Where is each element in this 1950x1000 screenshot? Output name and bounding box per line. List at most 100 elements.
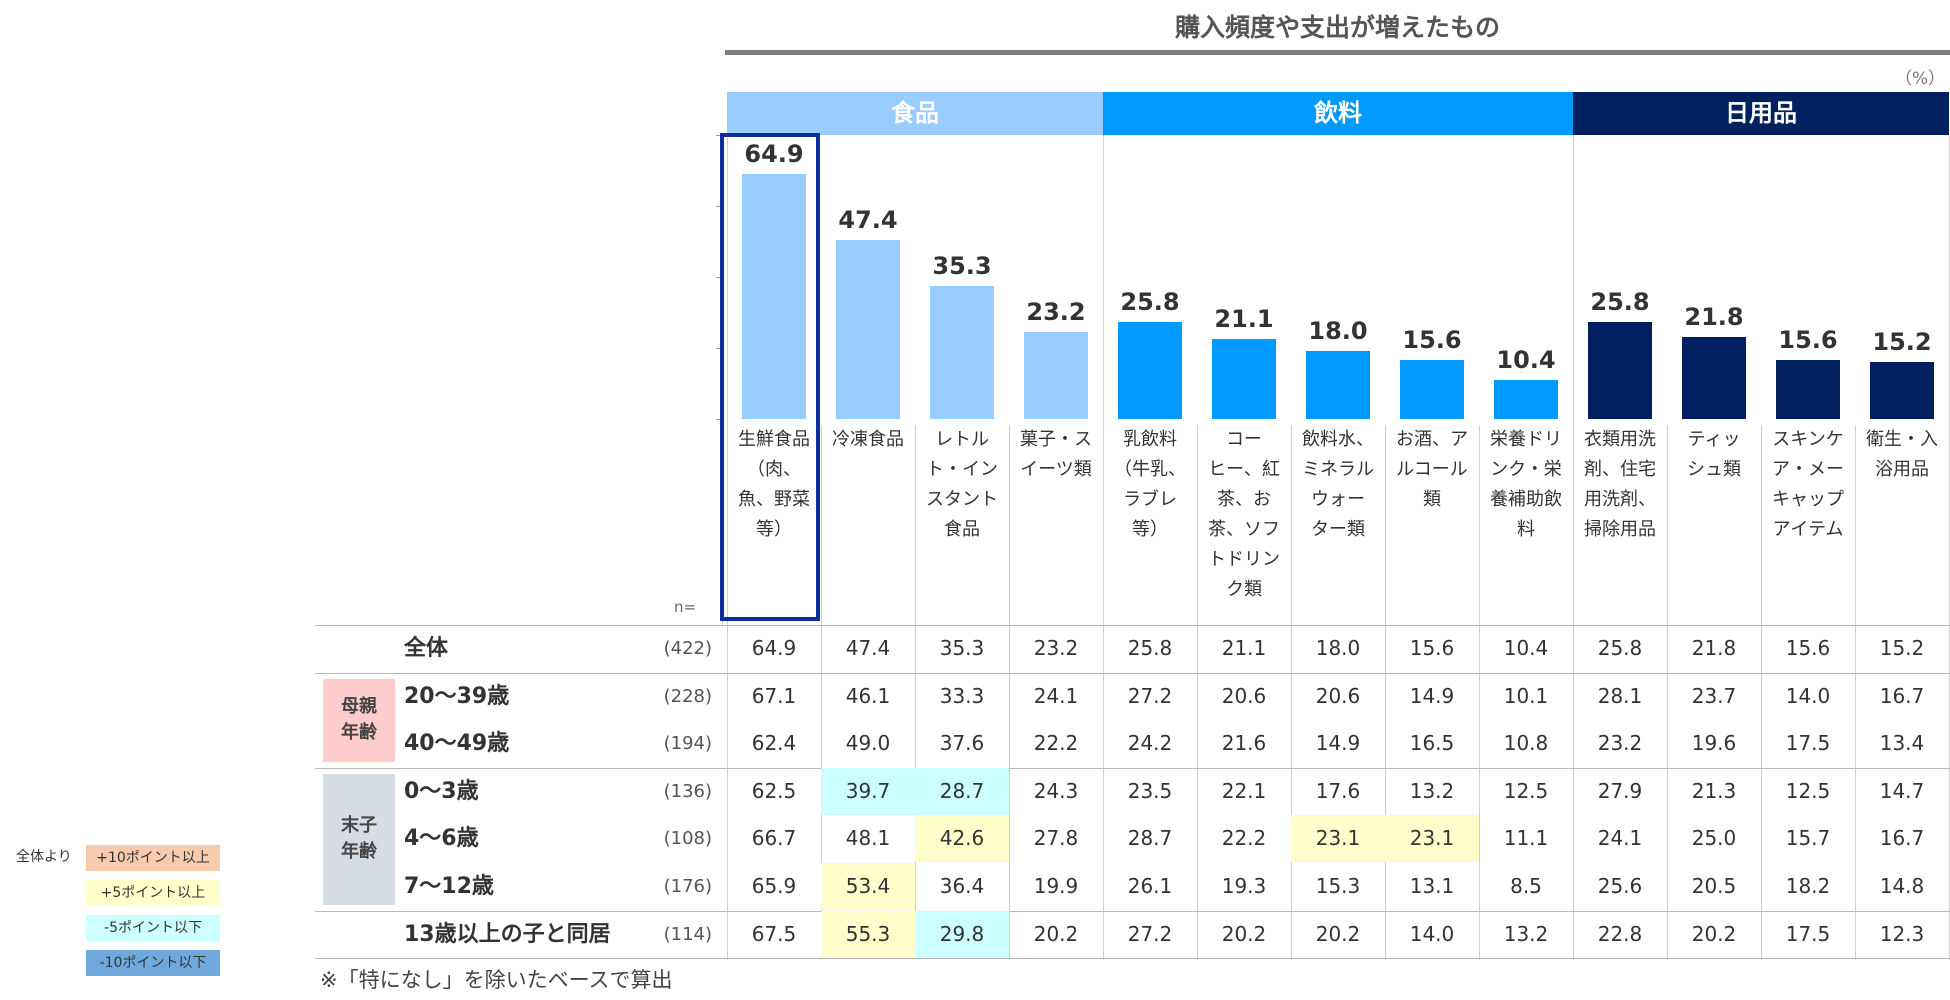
table-cell: 16.7 xyxy=(1879,683,1925,708)
bar-11 xyxy=(1776,360,1840,419)
table-cell: 47.4 xyxy=(845,636,891,660)
table-cell: 20.6 xyxy=(1315,683,1361,708)
category-label-5: コー ヒー、紅 茶、お 茶、ソフ トドリン ク類 xyxy=(1208,429,1280,600)
row-label: 20～39歳 xyxy=(404,683,510,709)
table-cell: 14.9 xyxy=(1409,683,1455,708)
table-cell: 20.5 xyxy=(1691,874,1737,898)
table-cell: 24.1 xyxy=(1597,826,1643,851)
category-label-7: お酒、ア ルコール 類 xyxy=(1396,429,1468,510)
table-cell: 23.2 xyxy=(1033,636,1079,660)
bar-value-label-11: 15.6 xyxy=(1778,326,1838,355)
table-cell: 21.3 xyxy=(1691,778,1737,803)
bar-value-label-8: 10.4 xyxy=(1496,345,1556,374)
row-label: 40～49歳 xyxy=(404,731,510,757)
table-cell: 24.1 xyxy=(1033,683,1079,708)
table-cell: 20.2 xyxy=(1691,921,1737,946)
table-cell: 46.1 xyxy=(845,683,891,708)
table-cell: 13.4 xyxy=(1879,731,1925,756)
y-axis-tick xyxy=(716,277,722,278)
table-cell: 14.0 xyxy=(1785,683,1831,708)
bar-6 xyxy=(1306,351,1370,419)
bar-value-label-4: 25.8 xyxy=(1120,287,1180,316)
table-cell: 39.7 xyxy=(821,767,915,815)
table-cell: 24.2 xyxy=(1127,731,1173,756)
table-cell: 16.5 xyxy=(1409,731,1455,756)
category-label-6: 飲料水、 ミネラル ウォー ター類 xyxy=(1302,429,1374,540)
table-cell: 62.4 xyxy=(751,731,797,756)
column-divider xyxy=(1855,425,1856,960)
table-cell: 28.1 xyxy=(1597,683,1643,708)
bar-5 xyxy=(1212,339,1276,419)
group-header-0: 食品 xyxy=(727,92,1103,135)
table-rule xyxy=(315,910,1950,912)
legend-prefix: 全体より xyxy=(16,849,72,865)
row-n: (108) xyxy=(663,828,712,850)
column-divider xyxy=(1385,425,1386,960)
table-cell: 37.6 xyxy=(939,731,985,756)
table-cell: 22.2 xyxy=(1033,731,1079,756)
table-cell: 13.1 xyxy=(1409,874,1455,898)
table-cell: 15.7 xyxy=(1785,826,1831,851)
row-n: (228) xyxy=(663,685,712,707)
row-label: 全体 xyxy=(404,636,449,661)
table-cell: 18.2 xyxy=(1785,874,1831,898)
table-cell: 8.5 xyxy=(1510,874,1542,898)
table-cell: 20.2 xyxy=(1315,921,1361,946)
group-header-2: 日用品 xyxy=(1573,92,1949,135)
column-divider xyxy=(1197,425,1198,960)
column-divider xyxy=(1291,425,1292,960)
row-n: (194) xyxy=(663,733,712,755)
unit-label: （%） xyxy=(1895,69,1946,89)
table-cell: 19.9 xyxy=(1033,874,1079,898)
table-cell: 16.7 xyxy=(1879,826,1925,851)
table-cell: 27.2 xyxy=(1127,921,1173,946)
table-cell: 25.8 xyxy=(1127,636,1173,660)
bar-0 xyxy=(742,174,806,419)
table-cell: 65.9 xyxy=(751,874,797,898)
bar-10 xyxy=(1682,336,1746,419)
table-cell: 21.8 xyxy=(1691,636,1737,660)
bar-4 xyxy=(1118,321,1182,419)
footnote: ※「特になし」を除いたベースで算出 xyxy=(320,968,673,992)
column-divider xyxy=(1009,425,1010,960)
bar-12 xyxy=(1870,361,1934,419)
bar-value-label-1: 47.4 xyxy=(838,206,898,235)
bar-value-label-9: 25.8 xyxy=(1590,287,1650,316)
table-cell: 24.3 xyxy=(1033,778,1079,803)
row-n: (136) xyxy=(663,780,712,802)
n-label: n= xyxy=(674,598,697,616)
chart-title: 購入頻度や支出が増えたもの xyxy=(1174,13,1500,42)
table-rule xyxy=(315,767,1950,769)
column-divider xyxy=(1103,135,1104,960)
column-divider xyxy=(821,425,822,960)
table-cell: 17.6 xyxy=(1315,778,1361,803)
table-cell: 29.8 xyxy=(915,910,1009,958)
bar-value-label-0: 64.9 xyxy=(744,140,804,169)
legend-item-plus10: +10ポイント以上 xyxy=(86,845,220,871)
bar-value-label-6: 18.0 xyxy=(1308,317,1368,346)
bar-value-label-7: 15.6 xyxy=(1402,326,1462,355)
row-group-youngest-child-age: 末子 年齢 xyxy=(323,773,395,905)
table-cell: 14.8 xyxy=(1879,874,1925,898)
bar-1 xyxy=(836,240,900,419)
category-label-0: 生鮮食品 （肉、 魚、野菜 等） xyxy=(738,429,810,540)
bar-value-label-3: 23.2 xyxy=(1026,297,1086,326)
table-cell: 22.2 xyxy=(1221,826,1267,851)
bar-2 xyxy=(930,285,994,419)
table-cell: 25.0 xyxy=(1691,826,1737,851)
table-cell: 12.5 xyxy=(1503,778,1549,803)
legend-item-minus5: -5ポイント以下 xyxy=(86,915,220,941)
table-rule xyxy=(315,672,1950,674)
table-cell: 14.9 xyxy=(1315,731,1361,756)
table-cell: 15.6 xyxy=(1409,636,1455,660)
y-axis-tick xyxy=(716,206,722,207)
bar-9 xyxy=(1588,321,1652,419)
row-label: 4～6歳 xyxy=(404,826,479,852)
table-cell: 15.3 xyxy=(1315,874,1361,898)
table-cell: 17.5 xyxy=(1785,731,1831,756)
row-group-mother-age: 母親 年齢 xyxy=(323,678,395,762)
bar-7 xyxy=(1400,360,1464,419)
row-n: (422) xyxy=(663,638,712,659)
bar-3 xyxy=(1024,331,1088,419)
row-n: (114) xyxy=(663,923,712,945)
